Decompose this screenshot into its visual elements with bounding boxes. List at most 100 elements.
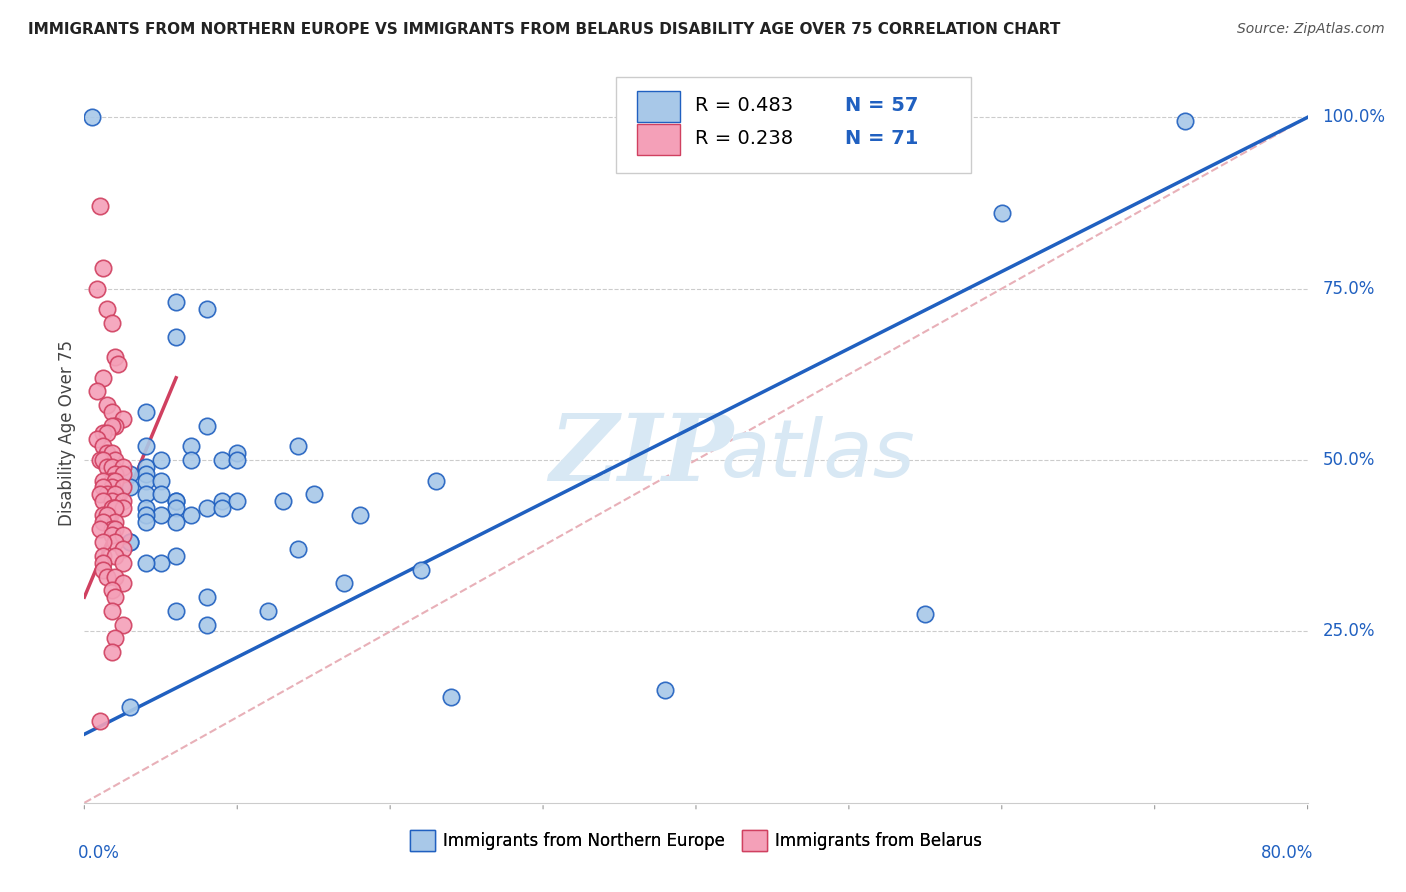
Point [211,501,233,516]
Point [101,522,124,536]
Point [226,446,249,460]
Point [91,549,114,563]
Point [101,645,124,659]
Point [104,501,127,516]
Point [104,590,127,604]
Point [654,682,676,697]
Point [101,446,124,460]
Y-axis label: Disability Age Over 75: Disability Age Over 75 [58,340,76,525]
Point [135,556,157,570]
Point [120,699,142,714]
Legend: Immigrants from Northern Europe, Immigrants from Belarus: Immigrants from Northern Europe, Immigra… [404,823,988,857]
Point [91,535,114,549]
Point [91,494,114,508]
Point [104,467,127,481]
Point [111,617,134,632]
Point [149,474,172,488]
Point [287,439,309,453]
Point [96,487,118,501]
Point [180,508,202,522]
Point [287,542,309,557]
Point [111,528,134,542]
Point [107,357,129,371]
Point [96,446,118,460]
Point [111,459,134,474]
Point [180,453,202,467]
Point [86,384,108,399]
Point [165,549,187,563]
FancyBboxPatch shape [637,91,681,121]
Point [96,459,118,474]
Text: N = 57: N = 57 [845,95,918,115]
Text: 75.0%: 75.0% [1322,280,1375,298]
Point [120,467,142,481]
Point [101,474,124,488]
Text: 100.0%: 100.0% [1322,108,1385,127]
Point [135,459,157,474]
Point [120,480,142,494]
Point [149,487,172,501]
Point [120,535,142,549]
Point [101,604,124,618]
Point [104,453,127,467]
Point [165,494,187,508]
Point [165,295,187,310]
FancyBboxPatch shape [637,124,681,155]
Point [111,467,134,481]
Point [195,418,218,433]
Point [180,439,202,453]
Point [104,418,127,433]
Point [440,690,463,704]
Point [91,515,114,529]
Point [96,508,118,522]
Point [104,474,127,488]
Point [111,501,134,516]
Point [226,494,249,508]
Point [165,501,187,516]
Point [101,459,124,474]
Point [271,494,294,508]
Point [104,535,127,549]
Point [195,302,218,317]
Point [149,508,172,522]
Point [101,528,124,542]
Point [101,494,124,508]
Point [149,556,172,570]
Point [195,590,218,604]
Point [86,433,108,447]
Point [135,474,157,488]
Point [991,206,1014,220]
Point [111,494,134,508]
Point [101,501,124,516]
Point [135,467,157,481]
Point [96,425,118,440]
Point [195,617,218,632]
Point [111,576,134,591]
Text: 80.0%: 80.0% [1261,844,1313,862]
Text: ZIP: ZIP [550,409,734,500]
Point [101,583,124,598]
Text: 0.0%: 0.0% [79,844,120,862]
Point [91,480,114,494]
Point [111,412,134,426]
Point [1174,113,1197,128]
Text: 25.0%: 25.0% [1322,623,1375,640]
Text: atlas: atlas [720,416,915,494]
FancyBboxPatch shape [616,78,972,173]
Point [104,632,127,646]
Point [914,607,936,622]
Point [111,556,134,570]
Point [135,405,157,419]
Point [89,453,111,467]
Point [211,494,233,508]
Text: Source: ZipAtlas.com: Source: ZipAtlas.com [1237,22,1385,37]
Point [120,535,142,549]
Point [165,494,187,508]
Point [91,474,114,488]
Point [89,522,111,536]
Point [135,439,157,453]
Point [104,522,127,536]
Point [104,569,127,583]
Point [257,604,280,618]
Point [135,487,157,501]
